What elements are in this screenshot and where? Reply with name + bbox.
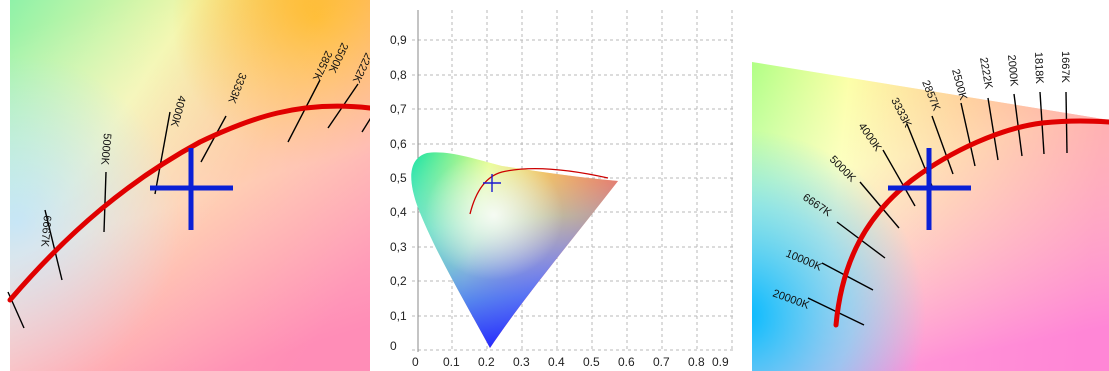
x-tick: 0.5: [583, 355, 600, 369]
chromaticity-background: [752, 62, 1109, 371]
cct-label-6667k: 6667K: [38, 215, 53, 248]
isotemp-line-2857k: [931, 115, 954, 175]
white-point-crosshair-icon: [483, 174, 501, 192]
y-tick: 0,3: [390, 240, 407, 254]
zoomed-locus-panel: 6667K 5000K 4000K 3333K 2857K 2500K 2222…: [0, 0, 370, 371]
planckian-locus-curve: [7, 103, 370, 303]
isotemp-line-4000k: [882, 149, 916, 207]
y-tick: 0,4: [390, 205, 407, 219]
cct-label-5000k: 5000K: [98, 133, 113, 166]
locus-detail-panel: 20000K 10000K 6667K 5000K 4000K 3333K 28…: [742, 0, 1109, 371]
y-tick: 0,9: [390, 33, 407, 47]
isotemp-line-2857k: [287, 79, 321, 143]
x-tick: 0.6: [618, 355, 635, 369]
y-tick: 0: [390, 339, 397, 353]
spectral-locus-gamut: [411, 152, 618, 348]
y-tick: 0,2: [390, 274, 407, 288]
isotemp-line-2000k: [1013, 93, 1023, 157]
cct-label-2000k: 2000K: [1005, 54, 1020, 87]
isotemp-line-2500k: [960, 102, 976, 167]
isotemp-line-3333k: [200, 115, 227, 163]
cie-diagram-panel: 0,9 0,8 0,7 0,6 0,5 0,4 0,3 0,2 0,1 0 0 …: [372, 0, 738, 371]
isotemp-line-2222k: [987, 97, 999, 161]
cie-diagram-svg: 0,9 0,8 0,7 0,6 0,5 0,4 0,3 0,2 0,1 0 0 …: [390, 10, 734, 369]
isotemperature-lines: [7, 79, 370, 329]
isotemperature-lines: [807, 91, 1068, 326]
isotemp-line-5000k: [859, 181, 900, 229]
x-tick: 0.8: [688, 355, 705, 369]
cct-label-1818k: 1818K: [1032, 52, 1045, 85]
white-point-crosshair-icon: [150, 148, 233, 230]
isotemp-line-5000k: [103, 171, 107, 233]
planckian-locus-curve: [833, 118, 1109, 328]
zoomed-locus-svg: 6667K 5000K 4000K 3333K 2857K 2500K 2222…: [7, 0, 370, 371]
y-tick: 0,6: [390, 137, 407, 151]
y-tick: 0,5: [390, 171, 407, 185]
y-tick: 0,1: [390, 309, 407, 323]
cct-label-2222k: 2222K: [977, 56, 994, 90]
x-tick: 0.2: [478, 355, 495, 369]
planckian-locus-curve: [469, 168, 609, 215]
white-point-crosshair-icon: [888, 148, 971, 230]
cct-label-1667k: 1667K: [1059, 51, 1071, 83]
x-tick: 0.3: [513, 355, 530, 369]
y-tick: 0,8: [390, 68, 407, 82]
x-tick: 0: [412, 355, 419, 369]
locus-detail-svg: 20000K 10000K 6667K 5000K 4000K 3333K 28…: [752, 51, 1109, 371]
x-tick: 0.9: [712, 355, 729, 369]
isotemp-line-2222k: [361, 117, 370, 133]
y-tick: 0,7: [390, 102, 407, 116]
x-tick: 0.7: [653, 355, 670, 369]
x-tick: 0.4: [548, 355, 565, 369]
x-tick: 0.1: [443, 355, 460, 369]
isotemp-line-6667k: [44, 209, 63, 281]
isotemp-line-4000k: [154, 111, 171, 195]
